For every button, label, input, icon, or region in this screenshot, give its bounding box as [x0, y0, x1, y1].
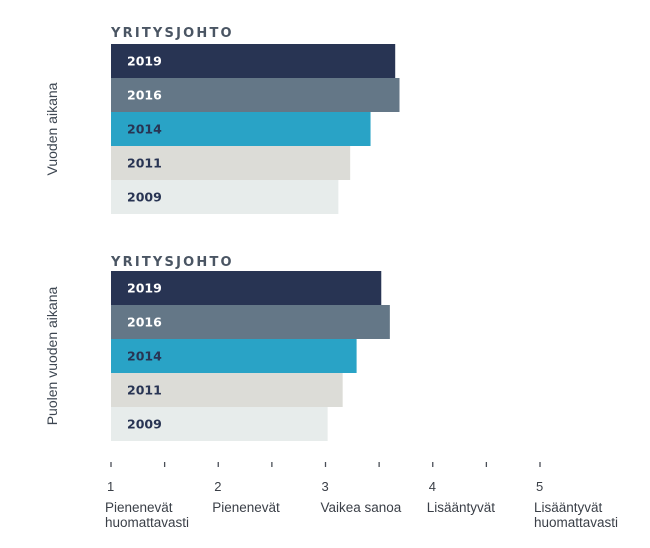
bar-label-2014: 2014: [127, 122, 162, 137]
bar-2014: [111, 339, 357, 373]
bar-label-2016: 2016: [127, 315, 162, 330]
x-tick-label: Vaikea sanoa: [321, 500, 402, 515]
x-tick-label: huomattavasti: [534, 515, 618, 530]
bar-2016: [111, 305, 390, 339]
x-tick-number: 4: [429, 479, 436, 494]
bar-label-2019: 2019: [127, 54, 162, 69]
bar-label-2009: 2009: [127, 190, 162, 205]
panel-side-label: Puolen vuoden aikana: [44, 287, 60, 426]
bar-2014: [111, 112, 371, 146]
x-tick-label: Pienenevät: [212, 500, 280, 515]
bar-label-2011: 2011: [127, 383, 162, 398]
bar-label-2009: 2009: [127, 417, 162, 432]
x-tick-number: 5: [536, 479, 543, 494]
x-tick-number: 2: [214, 479, 221, 494]
x-tick-label: Pienenevät: [105, 500, 173, 515]
bar-2011: [111, 146, 351, 180]
panel-side-label: Vuoden aikana: [44, 82, 60, 175]
bar-label-2011: 2011: [127, 156, 162, 171]
x-axis: 1Pieneneväthuomattavasti2Pienenevät3Vaik…: [105, 462, 618, 530]
x-tick-label: Lisääntyvät: [534, 500, 603, 515]
x-tick-label: huomattavasti: [105, 515, 189, 530]
bar-2019: [111, 44, 396, 78]
bar-2016: [111, 78, 400, 112]
panel-title: YRITYSJOHTO: [110, 26, 234, 41]
bar-2009: [111, 407, 328, 441]
bar-2019: [111, 271, 382, 305]
panel-title: YRITYSJOHTO: [110, 255, 234, 270]
x-tick-label: Lisääntyvät: [427, 500, 496, 515]
chart-panel-1: YRITYSJOHTO Vuoden aikana 2019 2016 2014 2011…: [44, 26, 400, 214]
x-tick-number: 1: [107, 479, 114, 494]
chart-panel-2: YRITYSJOHTO Puolen vuoden aikana 2019 2016 2…: [44, 255, 390, 441]
bar-2009: [111, 180, 339, 214]
bar-label-2016: 2016: [127, 88, 162, 103]
bar-label-2014: 2014: [127, 349, 162, 364]
bar-2011: [111, 373, 343, 407]
bar-label-2019: 2019: [127, 281, 162, 296]
x-tick-number: 3: [322, 479, 329, 494]
